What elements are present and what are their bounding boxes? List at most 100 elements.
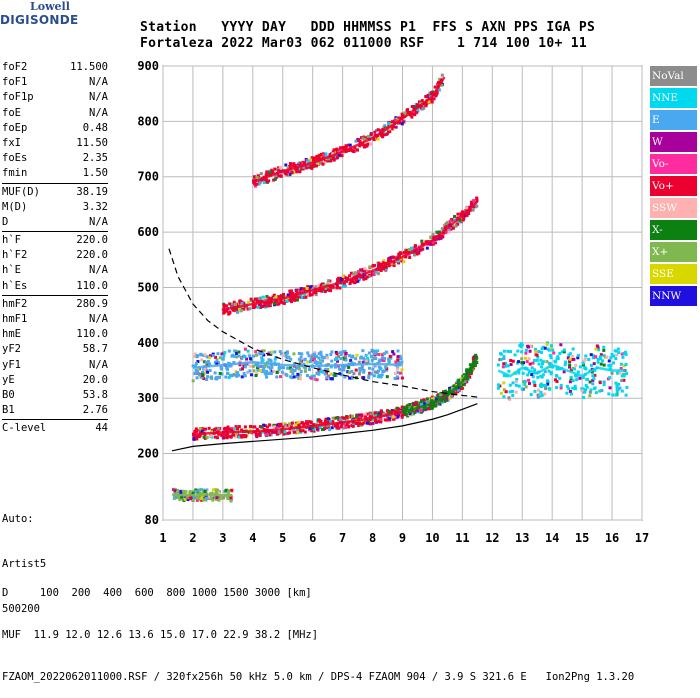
echo-point: [562, 350, 566, 354]
echo-point: [266, 172, 270, 176]
echo-point: [625, 385, 629, 389]
echo-point: [444, 389, 448, 393]
echo-point: [555, 379, 559, 383]
echo-point: [339, 357, 343, 361]
echo-point: [440, 399, 444, 403]
echo-point: [240, 375, 244, 379]
echo-point: [350, 149, 354, 153]
echo-point: [193, 372, 197, 376]
echo-trace: [497, 363, 628, 378]
echo-point: [297, 351, 301, 355]
echo-point: [215, 375, 219, 379]
param-value: 20.0: [82, 373, 108, 386]
echo-point: [522, 361, 526, 365]
echo-point: [202, 435, 206, 439]
echo-point: [436, 81, 440, 85]
echo-point: [353, 281, 357, 285]
echo-point: [318, 425, 322, 429]
echo-point: [211, 352, 215, 356]
echo-point: [230, 426, 234, 430]
echo-point: [394, 125, 398, 129]
echo-point: [411, 112, 415, 116]
echo-point: [321, 370, 325, 374]
echo-point: [305, 420, 309, 424]
echo-point: [284, 373, 288, 377]
echo-point: [303, 292, 307, 296]
echo-point: [324, 152, 328, 156]
echo-point: [363, 413, 367, 417]
echo-point: [568, 363, 572, 367]
echo-point: [224, 488, 228, 492]
echo-point: [308, 360, 312, 364]
param-row: foF1p N/A: [2, 90, 108, 105]
echo-point: [229, 428, 233, 432]
echo-point: [547, 369, 551, 373]
echo-point: [520, 387, 524, 391]
echo-point: [427, 407, 431, 411]
echo-point: [259, 364, 263, 368]
echo-point: [233, 354, 237, 358]
echo-point: [310, 374, 314, 378]
echo-point: [342, 281, 346, 285]
legend-item: NoVal: [650, 66, 697, 86]
echo-point: [205, 377, 209, 381]
echo-point: [235, 355, 239, 359]
echo-point: [364, 359, 368, 363]
echo-point: [371, 415, 375, 419]
echo-point: [254, 350, 258, 354]
echo-point: [378, 366, 382, 370]
echo-point: [623, 350, 627, 354]
echo-point: [232, 300, 236, 304]
echo-point: [208, 362, 212, 366]
echo-point: [188, 490, 192, 494]
echo-point: [610, 371, 614, 375]
echo-point: [384, 365, 388, 369]
echo-point: [296, 169, 300, 173]
echo-point: [457, 381, 461, 385]
echo-point: [258, 176, 262, 180]
echo-point: [317, 352, 321, 356]
echo-point: [618, 386, 622, 390]
echo-point: [280, 430, 284, 434]
echo-point: [585, 377, 589, 381]
echo-point: [255, 363, 259, 367]
echo-point: [288, 166, 292, 170]
echo-point: [174, 491, 178, 495]
echo-point: [345, 417, 349, 421]
echo-point: [230, 488, 234, 492]
echo-point: [213, 360, 217, 364]
echo-point: [191, 364, 195, 368]
echo-point: [622, 372, 626, 376]
echo-point: [302, 165, 306, 169]
echo-point: [263, 302, 267, 306]
echo-point: [324, 419, 328, 423]
echo-point: [197, 373, 201, 377]
echo-point: [285, 351, 289, 355]
echo-point: [331, 285, 335, 289]
echo-point: [591, 356, 595, 360]
echo-point: [520, 350, 524, 354]
echo-point: [541, 360, 545, 364]
echo-point: [615, 387, 619, 391]
echo-point: [368, 366, 372, 370]
echo-point: [383, 418, 387, 422]
echo-point: [379, 262, 383, 266]
echo-point: [543, 383, 547, 387]
echo-point: [561, 350, 565, 354]
echo-point: [196, 368, 200, 372]
echo-point: [415, 103, 419, 107]
echo-point: [272, 169, 276, 173]
echo-point: [391, 125, 395, 129]
echo-point: [220, 352, 224, 356]
echo-point: [243, 347, 247, 351]
echo-point: [568, 359, 572, 363]
x-tick-label: 2: [189, 531, 196, 545]
echo-point: [468, 208, 472, 212]
echo-point: [234, 435, 238, 439]
echo-point: [333, 424, 337, 428]
echo-point: [216, 352, 220, 356]
echo-point: [532, 380, 536, 384]
echo-point: [583, 390, 587, 394]
param-row: foE N/A: [2, 106, 108, 121]
param-value: 220.0: [76, 249, 108, 262]
